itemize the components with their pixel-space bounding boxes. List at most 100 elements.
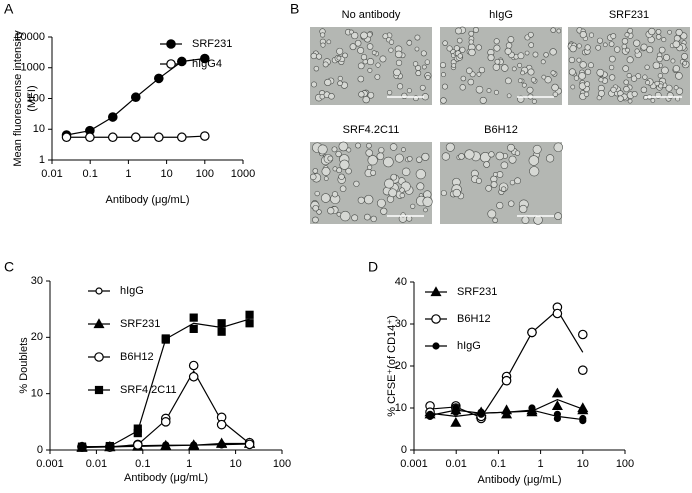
cell xyxy=(570,84,576,90)
cell xyxy=(376,152,385,161)
marker xyxy=(105,441,114,451)
cell xyxy=(622,65,629,72)
cell xyxy=(517,52,525,60)
cell xyxy=(336,211,342,217)
micrograph-label: No antibody xyxy=(342,9,401,21)
cell xyxy=(584,81,591,87)
legend-marker xyxy=(94,352,104,362)
legend-label: hIgG xyxy=(120,285,144,297)
micrograph-label: B6H12 xyxy=(484,124,518,136)
x-tick-label: 0.01 xyxy=(445,458,466,470)
cell xyxy=(326,39,332,45)
cell xyxy=(493,38,500,45)
marker xyxy=(553,414,561,423)
marker xyxy=(577,365,588,375)
cell xyxy=(506,93,512,99)
x-axis-label: Antibody (μg/mL) xyxy=(106,194,190,206)
cell xyxy=(313,65,320,72)
cell xyxy=(532,51,539,58)
cell xyxy=(578,72,586,80)
cell xyxy=(459,84,466,91)
cell xyxy=(583,91,590,97)
legend-label: SRF231 xyxy=(192,38,232,50)
cell xyxy=(627,28,633,34)
cell xyxy=(337,75,343,81)
y-tick-label: 30 xyxy=(395,318,407,330)
cell xyxy=(531,98,537,104)
cell xyxy=(336,55,342,61)
cell xyxy=(416,182,425,191)
cell xyxy=(608,74,616,81)
x-tick-label: 1000 xyxy=(231,168,255,180)
cell xyxy=(446,45,453,52)
cell xyxy=(672,65,680,73)
cell xyxy=(384,178,395,189)
marker xyxy=(188,360,199,371)
cell xyxy=(378,147,385,154)
cell xyxy=(505,77,512,85)
cell xyxy=(312,216,319,224)
cell xyxy=(406,155,413,162)
cell xyxy=(665,84,673,92)
cell xyxy=(625,47,630,53)
cell xyxy=(652,61,661,70)
y-tick-label: 10 xyxy=(395,402,407,414)
cell xyxy=(328,93,335,100)
cell xyxy=(626,73,632,79)
marker xyxy=(577,404,589,415)
cell xyxy=(507,36,515,43)
cell xyxy=(657,73,663,79)
cell xyxy=(673,85,679,91)
cell xyxy=(320,42,326,48)
cell xyxy=(617,95,624,102)
cell xyxy=(401,147,406,153)
cell xyxy=(495,151,505,161)
marker xyxy=(528,408,536,416)
cell xyxy=(573,75,580,81)
marker xyxy=(245,310,254,319)
cell xyxy=(320,32,326,38)
y-tick-label: 20 xyxy=(31,331,43,343)
marker xyxy=(154,73,164,84)
cell xyxy=(327,207,335,215)
cell xyxy=(441,152,450,161)
cell xyxy=(422,196,433,207)
cell xyxy=(351,31,359,40)
cell xyxy=(492,217,498,224)
cell xyxy=(529,166,540,177)
x-tick-label: 0.001 xyxy=(36,458,64,470)
cell xyxy=(576,57,582,63)
cell xyxy=(579,61,587,69)
cell xyxy=(609,55,616,63)
cell xyxy=(527,31,534,38)
legend-marker xyxy=(166,59,176,69)
cell xyxy=(320,193,331,203)
cell xyxy=(388,47,394,53)
cell xyxy=(401,167,411,177)
cell xyxy=(658,46,666,54)
x-tick-label: 0.01 xyxy=(41,168,62,180)
cell xyxy=(414,34,421,41)
cell xyxy=(496,201,504,210)
marker xyxy=(552,308,563,319)
cell xyxy=(634,48,640,54)
legend-marker xyxy=(430,286,442,297)
cell xyxy=(521,82,527,88)
cell xyxy=(514,177,521,185)
cell xyxy=(419,84,426,91)
marker xyxy=(133,429,142,438)
cell xyxy=(310,52,317,60)
cell xyxy=(335,150,342,158)
cell xyxy=(331,191,339,198)
cell xyxy=(623,85,630,93)
cell xyxy=(483,161,490,168)
marker xyxy=(502,408,511,416)
cell xyxy=(388,39,395,45)
cell xyxy=(505,42,513,49)
cell xyxy=(623,79,629,85)
cell xyxy=(644,64,650,70)
marker xyxy=(107,112,118,122)
x-tick-label: 100 xyxy=(273,458,291,470)
cell xyxy=(339,185,347,192)
